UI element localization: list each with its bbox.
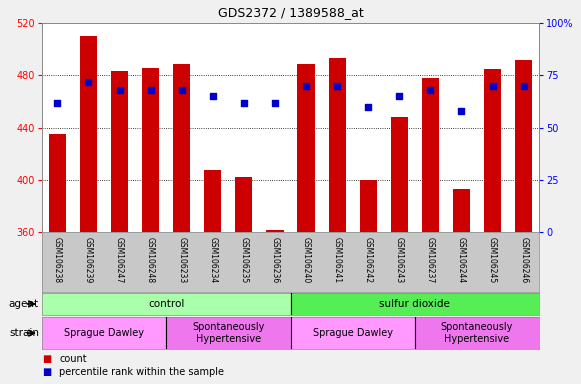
Bar	[80, 36, 97, 232]
Bar	[42, 293, 290, 315]
Text: GSM106236: GSM106236	[271, 237, 279, 283]
Text: GSM106243: GSM106243	[395, 237, 404, 283]
Bar	[42, 317, 166, 349]
Point	[519, 83, 528, 89]
Text: sulfur dioxide: sulfur dioxide	[379, 299, 450, 309]
Bar	[329, 58, 346, 232]
Text: count: count	[59, 354, 87, 364]
Text: Spontaneously
Hypertensive: Spontaneously Hypertensive	[192, 322, 264, 344]
Text: Spontaneously
Hypertensive: Spontaneously Hypertensive	[441, 322, 513, 344]
Text: GSM106242: GSM106242	[364, 237, 372, 283]
Point	[239, 99, 249, 106]
Bar	[166, 317, 290, 349]
Point	[394, 93, 404, 99]
Point	[84, 79, 93, 85]
Text: Sprague Dawley: Sprague Dawley	[64, 328, 144, 338]
Point	[208, 93, 217, 99]
Text: GSM106248: GSM106248	[146, 237, 155, 283]
Point	[270, 99, 279, 106]
Bar	[360, 180, 376, 232]
Text: GSM106234: GSM106234	[209, 237, 217, 283]
Text: GSM106246: GSM106246	[519, 237, 528, 283]
Point	[457, 108, 466, 114]
Text: percentile rank within the sample: percentile rank within the sample	[59, 367, 224, 377]
Bar	[49, 134, 66, 232]
Point	[146, 87, 155, 93]
Bar	[515, 60, 532, 232]
Bar	[290, 317, 415, 349]
Point	[488, 83, 497, 89]
Bar	[484, 69, 501, 232]
Text: GSM106244: GSM106244	[457, 237, 466, 283]
Point	[332, 83, 342, 89]
Bar	[205, 170, 221, 232]
Text: GSM106245: GSM106245	[488, 237, 497, 283]
Bar	[267, 230, 284, 232]
Text: ■: ■	[42, 367, 51, 377]
Bar	[142, 68, 159, 232]
Point	[53, 99, 62, 106]
Text: GSM106235: GSM106235	[239, 237, 248, 283]
Point	[302, 83, 311, 89]
Point	[364, 104, 373, 110]
Bar	[111, 71, 128, 232]
Text: agent: agent	[9, 299, 39, 309]
Point	[115, 87, 124, 93]
Text: GSM106233: GSM106233	[177, 237, 186, 283]
Text: Sprague Dawley: Sprague Dawley	[313, 328, 393, 338]
Text: control: control	[148, 299, 184, 309]
Text: ■: ■	[42, 354, 51, 364]
Text: GSM106247: GSM106247	[115, 237, 124, 283]
Bar	[173, 64, 190, 232]
Text: GSM106241: GSM106241	[333, 237, 342, 283]
Bar	[391, 117, 408, 232]
Bar	[415, 317, 539, 349]
Text: strain: strain	[9, 328, 39, 338]
Point	[426, 87, 435, 93]
Text: GDS2372 / 1389588_at: GDS2372 / 1389588_at	[218, 6, 363, 19]
Point	[177, 87, 187, 93]
Bar	[235, 177, 252, 232]
Text: GSM106239: GSM106239	[84, 237, 93, 283]
Text: GSM106238: GSM106238	[53, 237, 62, 283]
Bar	[297, 64, 314, 232]
Text: GSM106237: GSM106237	[426, 237, 435, 283]
Bar	[422, 78, 439, 232]
Text: GSM106240: GSM106240	[302, 237, 310, 283]
Bar	[290, 293, 539, 315]
Bar	[453, 189, 470, 232]
